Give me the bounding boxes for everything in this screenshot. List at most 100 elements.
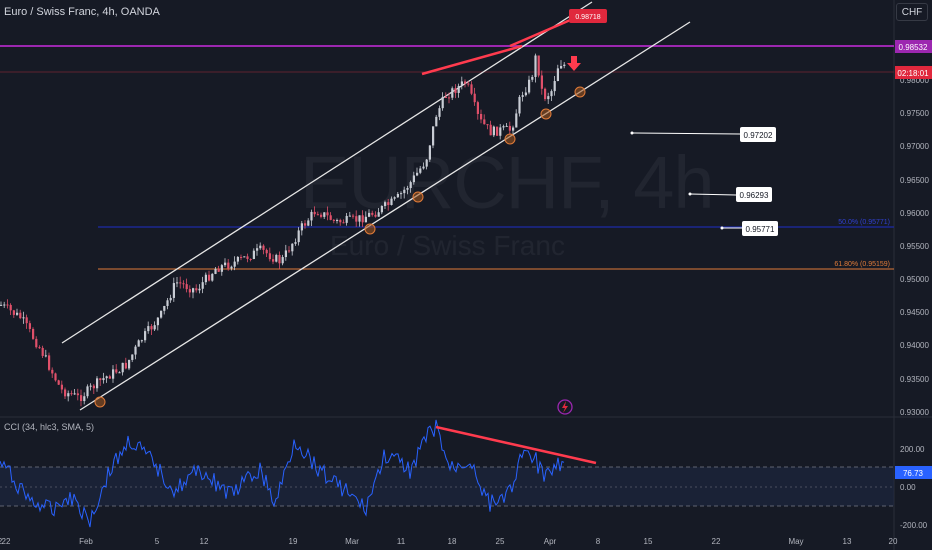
cci-tick: 0.00 xyxy=(900,483,916,492)
candle-body xyxy=(172,283,175,298)
candle-body xyxy=(201,282,204,289)
name-watermark: Euro / Swiss Franc xyxy=(330,230,565,261)
price-tick: 0.94000 xyxy=(900,341,929,350)
candle-body xyxy=(339,219,342,223)
candle-body xyxy=(521,95,524,97)
price-tick: 0.96500 xyxy=(900,176,929,185)
candle-body xyxy=(105,376,108,379)
candle-body xyxy=(326,212,329,216)
candle-body xyxy=(348,215,351,217)
channel-upper-line[interactable] xyxy=(61,1,593,344)
candle-body xyxy=(70,393,73,395)
candle-body xyxy=(368,212,371,217)
candle-body xyxy=(227,262,230,269)
price-tick: 0.93500 xyxy=(900,375,929,384)
candle-body xyxy=(166,300,169,307)
candle-body xyxy=(134,346,137,355)
candle-body xyxy=(419,168,422,173)
down-arrow-icon xyxy=(567,56,581,71)
candle-body xyxy=(476,102,479,114)
candle-body xyxy=(240,256,243,258)
candle-body xyxy=(108,376,111,379)
currency-button[interactable]: CHF xyxy=(896,3,928,21)
candle-body xyxy=(192,288,195,293)
candle-body xyxy=(425,159,428,167)
candle-body xyxy=(51,369,54,374)
candle-body xyxy=(371,212,374,215)
candle-body xyxy=(435,116,438,127)
candle-body xyxy=(336,219,339,221)
candle-body xyxy=(140,340,143,342)
candle-body xyxy=(320,214,323,217)
candle-body xyxy=(307,220,310,226)
price-axis[interactable]: 0.98000 0.97500 0.97000 0.96500 0.96000 0.955… xyxy=(900,76,929,417)
candle-body xyxy=(48,355,51,370)
candle-body xyxy=(41,347,44,356)
candle-body xyxy=(422,166,425,169)
candle-body xyxy=(550,91,553,97)
candle-body xyxy=(352,215,355,217)
candle-body xyxy=(54,373,57,381)
candle-body xyxy=(32,328,35,339)
time-tick: 12 xyxy=(200,537,209,546)
price-tick: 0.96000 xyxy=(900,209,929,218)
candle-body xyxy=(512,127,515,131)
candle-body xyxy=(163,306,166,311)
candle-body xyxy=(342,222,345,224)
candle-body xyxy=(28,323,31,329)
candle-body xyxy=(99,378,102,381)
candle-body xyxy=(284,250,287,258)
time-tick: 20 xyxy=(889,537,898,546)
candle-body xyxy=(86,386,89,397)
candle-body xyxy=(217,268,220,272)
level-1-line[interactable] xyxy=(631,132,741,135)
candle-body xyxy=(204,274,207,283)
candle-body xyxy=(377,212,380,217)
candle-body xyxy=(534,55,537,77)
level-2-line[interactable] xyxy=(689,193,737,196)
time-axis[interactable]: 22 Feb 5 12 19 Mar 11 18 25 Apr 8 15 22 May 13 20 2 xyxy=(0,537,898,546)
candle-body xyxy=(275,254,278,262)
level-3-box[interactable] xyxy=(742,221,778,236)
level-2-text: 0.96293 xyxy=(740,191,769,200)
level-1-box[interactable] xyxy=(740,127,776,142)
candle-body xyxy=(198,288,201,291)
candle-body xyxy=(464,81,467,84)
red-trendline-price[interactable] xyxy=(421,44,523,76)
candle-body xyxy=(259,245,262,249)
candle-body xyxy=(387,202,390,206)
candle-body xyxy=(390,198,393,206)
lightning-icon[interactable] xyxy=(557,399,573,415)
candle-body xyxy=(304,223,307,226)
fib-618-label: 61.80% (0.95159) xyxy=(834,261,890,268)
candle-body xyxy=(12,310,15,315)
cci-line xyxy=(0,419,565,528)
top-price-callout[interactable] xyxy=(569,9,607,23)
candle-body xyxy=(67,393,70,397)
level-2-box[interactable] xyxy=(736,187,772,202)
candle-body xyxy=(345,215,348,223)
time-tick: May xyxy=(788,537,803,546)
candle-body xyxy=(6,304,9,306)
candle-body xyxy=(102,378,105,381)
countdown-text: 02:18:01 xyxy=(897,69,929,78)
candle-body xyxy=(310,211,313,221)
candle-body xyxy=(444,96,447,98)
candle-body xyxy=(16,312,19,315)
candle-body xyxy=(128,359,131,369)
candle-body xyxy=(118,372,121,374)
candle-body xyxy=(147,326,150,332)
candle-body xyxy=(528,79,531,93)
candle-body xyxy=(73,393,76,395)
fib-50-label: 50.0% (0.95771) xyxy=(838,219,890,226)
cci-divergence-line[interactable] xyxy=(435,425,597,465)
candle-body xyxy=(416,172,419,176)
candle-body xyxy=(249,258,252,260)
red-trendline-callout[interactable] xyxy=(509,16,576,48)
channel-lower-line[interactable] xyxy=(79,21,691,411)
candle-body xyxy=(547,96,550,100)
candle-body xyxy=(403,189,406,194)
price-tick: 0.94500 xyxy=(900,308,929,317)
candle-body xyxy=(83,396,86,402)
